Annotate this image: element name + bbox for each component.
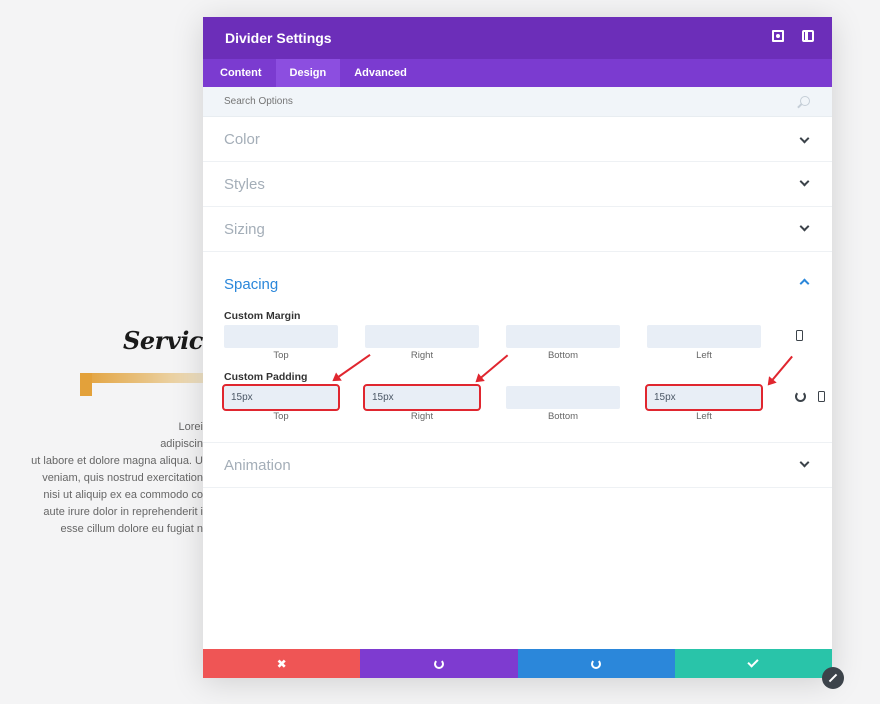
side-label: Left [696, 350, 712, 361]
margin-row: Top Right Bottom Left [224, 325, 811, 361]
undo-button[interactable] [360, 649, 518, 678]
section-styles[interactable]: Styles [203, 162, 832, 207]
search-input[interactable] [224, 96, 624, 107]
side-label: Bottom [547, 350, 579, 361]
resize-handle-icon[interactable] [822, 667, 844, 689]
text-line: veniam, quis nostrud exercitation [42, 472, 203, 484]
text-line: Lorei [178, 421, 203, 433]
custom-padding-label: Custom Padding [224, 371, 308, 383]
side-label: Right [410, 350, 434, 361]
section-title: Animation [224, 456, 291, 474]
reset-icon[interactable] [795, 391, 806, 402]
padding-bottom-input[interactable] [506, 386, 620, 409]
chevron-down-icon[interactable] [799, 133, 810, 144]
section-animation[interactable]: Animation [203, 443, 832, 488]
side-label: Left [696, 411, 712, 422]
modal-title: Divider Settings [225, 30, 332, 46]
split-view-icon[interactable] [802, 30, 814, 42]
section-sizing[interactable]: Sizing [203, 207, 832, 252]
section-title: Spacing [224, 275, 279, 293]
padding-top-input[interactable]: 15px [222, 384, 340, 411]
margin-left-input[interactable] [647, 325, 761, 348]
modal-header[interactable]: Divider Settings [203, 17, 832, 59]
save-button[interactable] [674, 649, 832, 678]
chevron-down-icon[interactable] [799, 176, 810, 187]
section-title: Styles [224, 175, 265, 193]
section-spacing: Spacing Custom Margin Top Right Bottom L… [203, 252, 832, 443]
tab-content[interactable]: Content [220, 67, 262, 79]
side-label: Bottom [547, 411, 579, 422]
text-line: adipiscin [160, 438, 203, 450]
padding-right-input[interactable]: 15px [363, 384, 481, 411]
heading-divider-accent [80, 373, 92, 396]
spacing-header[interactable]: Spacing [224, 252, 811, 310]
text-line: nisi ut aliquip ex ea commodo co [43, 489, 203, 501]
text-line: aute irure dolor in reprehenderit i [43, 506, 203, 518]
section-color[interactable]: Color [203, 117, 832, 162]
margin-bottom-input[interactable] [506, 325, 620, 348]
redo-icon [591, 658, 602, 669]
text-line: esse cillum dolore eu fugiat n [60, 523, 203, 535]
body-text-left: Lorei adipiscin ut labore et dolore magn… [0, 419, 205, 538]
heading-divider [80, 373, 205, 383]
tab-advanced[interactable]: Advanced [354, 67, 407, 79]
section-title: Color [224, 130, 260, 148]
check-icon [747, 656, 760, 668]
tab-design[interactable]: Design [275, 59, 341, 87]
chevron-up-icon[interactable] [799, 278, 810, 289]
side-label: Top [273, 411, 289, 422]
custom-margin-label: Custom Margin [224, 310, 301, 322]
redo-button[interactable] [517, 649, 675, 678]
settings-tabs: Content Design Advanced [203, 59, 832, 87]
margin-right-input[interactable] [365, 325, 479, 348]
section-title: Sizing [224, 220, 265, 238]
discard-button[interactable]: ✖ [203, 649, 361, 678]
undo-icon [433, 658, 444, 669]
margin-top-input[interactable] [224, 325, 338, 348]
fullscreen-icon[interactable] [772, 30, 784, 42]
modal-footer: ✖ [203, 649, 832, 678]
divider-settings-modal: Divider Settings Content Design Advanced… [203, 17, 832, 678]
padding-row: 15px Top 15px Right Bottom 15px Left [222, 384, 825, 422]
padding-left-input[interactable]: 15px [645, 384, 763, 411]
responsive-phone-icon[interactable] [818, 391, 825, 402]
chevron-down-icon[interactable] [799, 457, 810, 468]
side-label: Top [273, 350, 289, 361]
responsive-phone-icon[interactable] [796, 330, 803, 341]
chevron-down-icon[interactable] [799, 221, 810, 232]
search-bar [203, 87, 832, 117]
close-icon: ✖ [276, 656, 287, 671]
search-icon[interactable] [800, 96, 810, 106]
text-line: ut labore et dolore magna aliqua. U [31, 455, 203, 467]
side-label: Right [410, 411, 434, 422]
